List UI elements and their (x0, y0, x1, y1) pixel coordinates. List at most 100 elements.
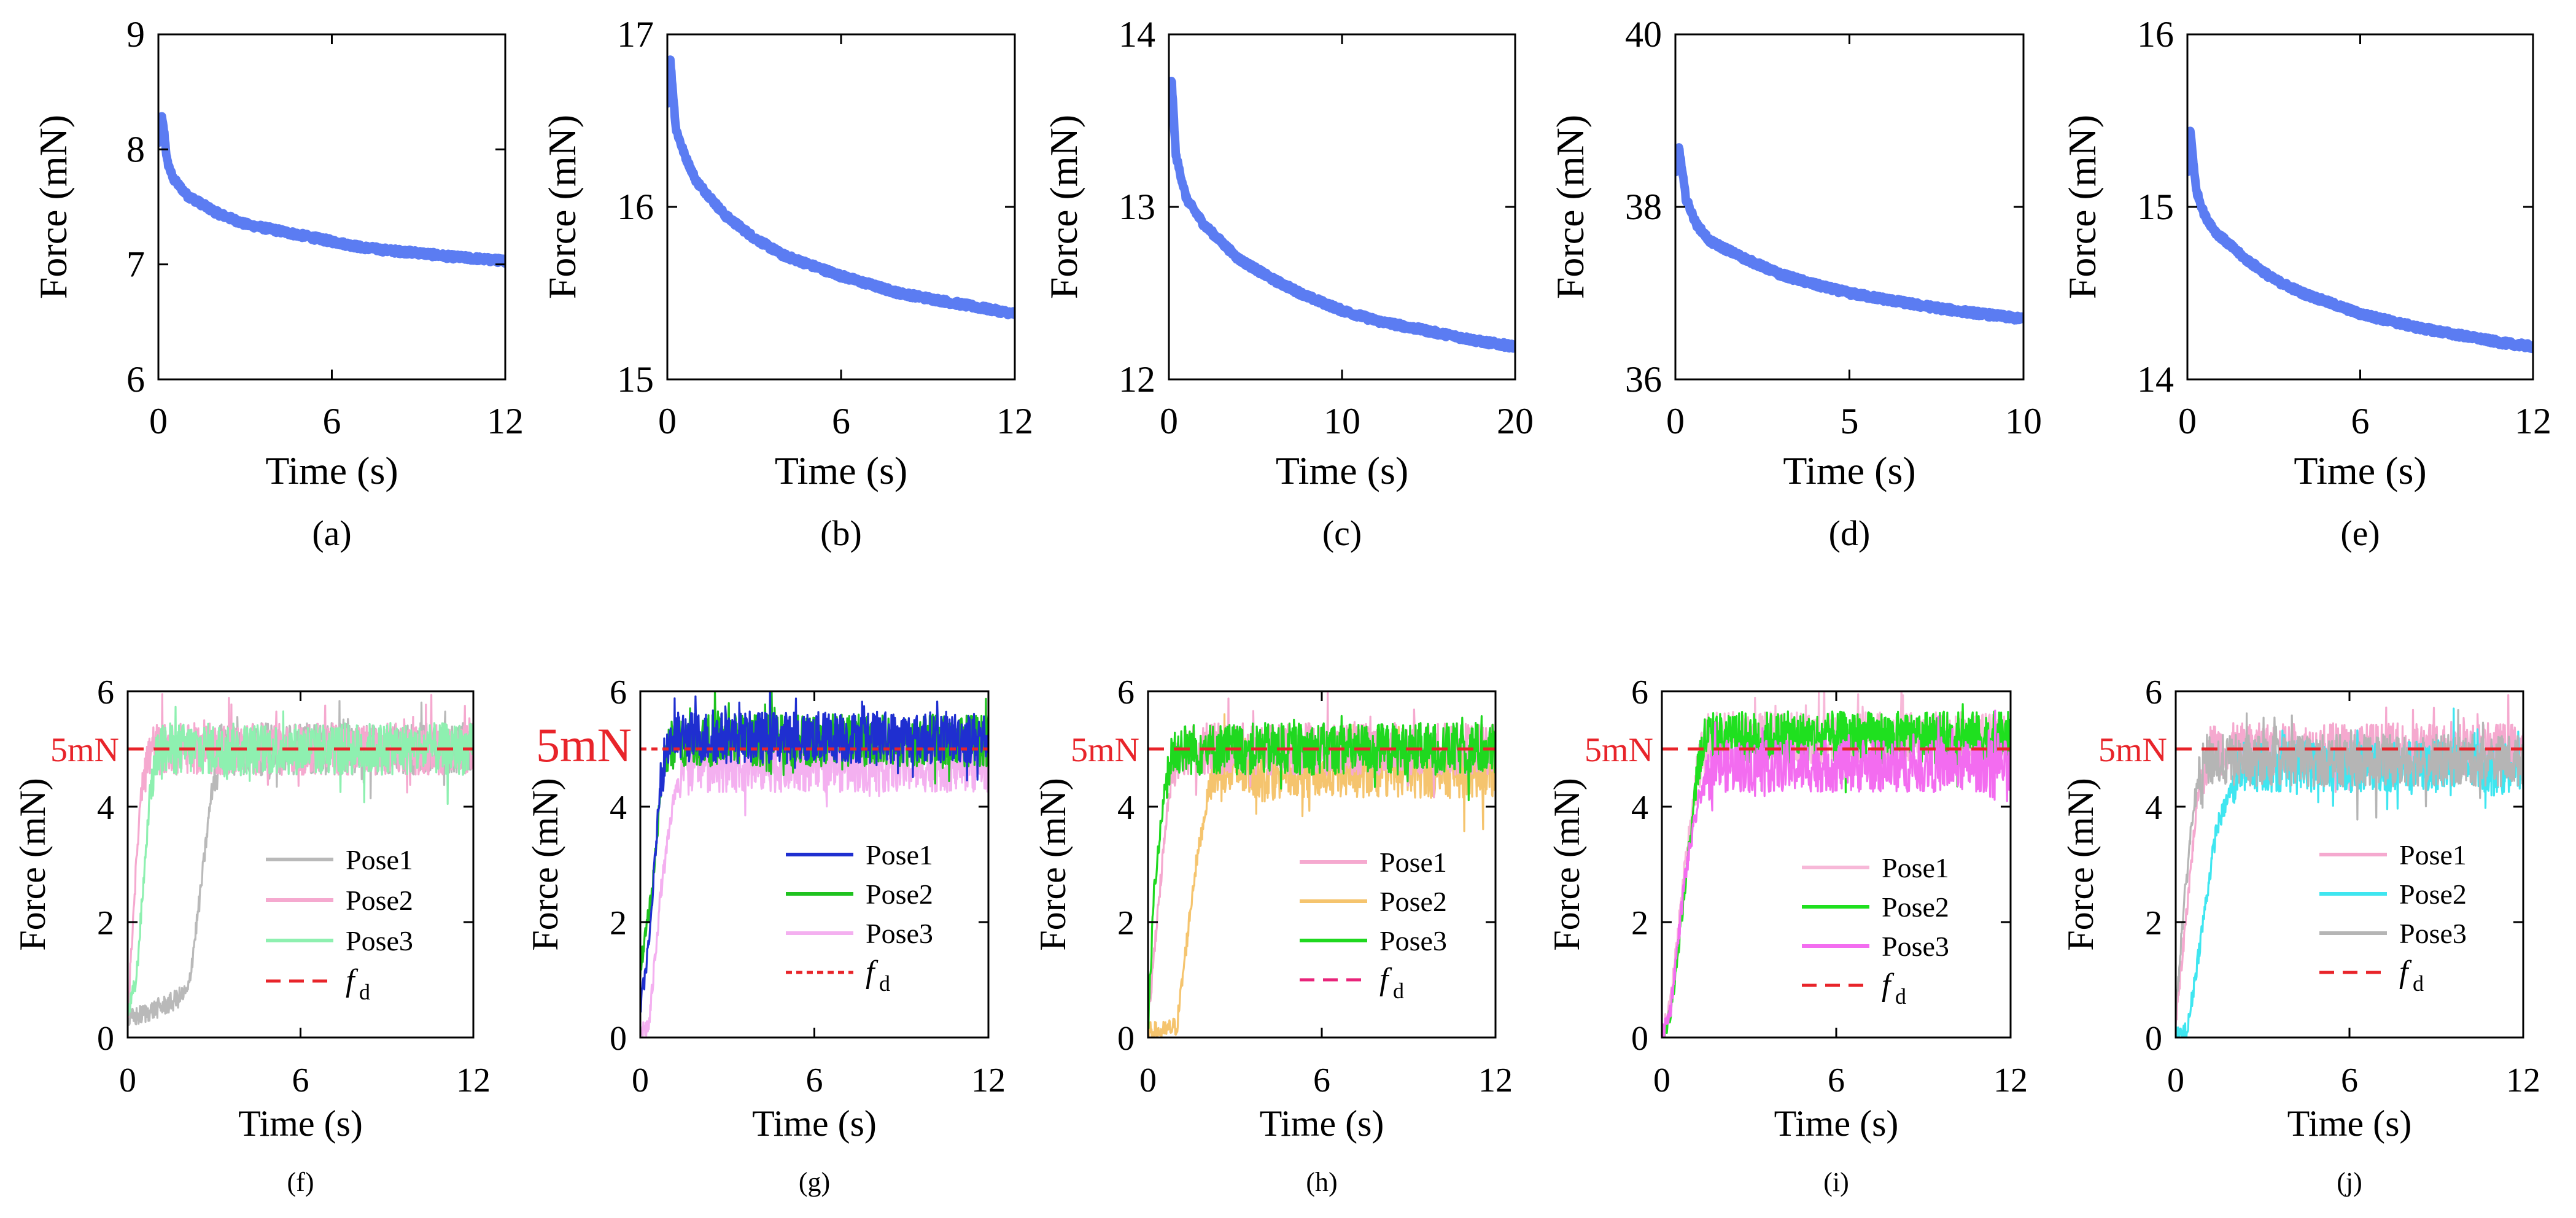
legend-label-subscript: d (1393, 979, 1404, 1003)
y-axis-label: Force (mN) (2060, 115, 2104, 299)
y-tick-label: 2 (2145, 904, 2162, 942)
series-line-force (1169, 77, 1515, 353)
x-tick-label: 6 (832, 401, 850, 441)
y-axis-label: Force (mN) (2060, 778, 2101, 951)
x-tick-label: 0 (2167, 1061, 2184, 1100)
y-tick-label: 2 (97, 904, 114, 942)
x-tick-label: 5 (1841, 401, 1859, 441)
plot-area (2187, 126, 2533, 354)
x-tick-label: 6 (292, 1061, 309, 1100)
x-tick-label: 0 (1160, 401, 1178, 441)
x-axis-label: Time (s) (1783, 449, 1915, 492)
y-tick-label: 2 (1117, 904, 1135, 942)
x-tick-label: 0 (632, 1061, 649, 1100)
x-tick-label: 6 (1828, 1061, 1845, 1100)
panel-caption: (a) (312, 513, 351, 553)
x-axis-label: Time (s) (1774, 1103, 1899, 1144)
y-tick-label: 14 (2137, 359, 2174, 400)
y-axis-label: Force (mN) (525, 778, 565, 951)
panel-b: 0 6 12 15 16 17 Time (s) Force (mN) (b) (540, 14, 1033, 553)
y-tick-label: 2 (610, 904, 627, 942)
y-tick-label: 9 (126, 14, 145, 55)
y-tick-label: 38 (1625, 187, 1662, 227)
series-line-pose3 (128, 705, 473, 1017)
legend-label: Pose1 (2399, 839, 2467, 871)
x-tick-label: 10 (1324, 401, 1360, 441)
legend-label-subscript: d (359, 980, 370, 1004)
series-line-force (1675, 143, 2023, 325)
legend-label-subscript: d (2413, 971, 2424, 996)
y-axis-label: Force (mN) (12, 778, 53, 951)
y-tick-label: 2 (1631, 904, 1648, 942)
plot-area (1675, 143, 2023, 325)
x-tick-label: 0 (1139, 1061, 1157, 1100)
legend-label: f (2399, 955, 2412, 990)
legend: Pose1 Pose2 Pose3 f d (786, 839, 933, 996)
legend-label: Pose3 (1379, 925, 1447, 956)
x-axis-label: Time (s) (2294, 449, 2426, 492)
reference-label: 5mN (536, 718, 632, 772)
legend: Pose1 Pose2 Pose3 f d (2319, 839, 2467, 996)
x-axis-label: Time (s) (238, 1103, 363, 1144)
x-axis-label: Time (s) (265, 449, 398, 492)
legend-label: Pose3 (346, 925, 413, 956)
legend-label-subscript: d (879, 971, 890, 996)
legend-label: f (866, 955, 879, 990)
legend: Pose1 Pose2 Pose3 f d (266, 844, 413, 1004)
x-tick-label: 6 (1313, 1061, 1330, 1100)
legend-label-subscript: d (1895, 984, 1906, 1009)
y-tick-label: 15 (2137, 187, 2174, 227)
panel-caption: (i) (1823, 1167, 1849, 1197)
x-tick-label: 12 (487, 401, 524, 441)
series-line-pose3 (2176, 709, 2523, 1017)
panel-caption: (d) (1829, 513, 1871, 553)
series-line-force (2187, 126, 2533, 354)
y-tick-label: 4 (2145, 789, 2162, 827)
axes-frame (2186, 33, 2534, 381)
x-tick-label: 6 (2341, 1061, 2358, 1100)
y-tick-label: 4 (97, 789, 114, 827)
y-tick-label: 0 (610, 1020, 627, 1058)
legend-label: Pose1 (346, 844, 413, 875)
legend-label: Pose3 (2399, 918, 2467, 949)
y-tick-label: 14 (1119, 14, 1155, 55)
y-axis-label: Force (mN) (31, 115, 75, 299)
x-tick-label: 0 (1666, 401, 1685, 441)
legend: Pose1 Pose2 Pose3 f d (1802, 852, 1949, 1009)
x-tick-label: 6 (2351, 401, 2370, 441)
x-tick-label: 10 (2005, 401, 2042, 441)
y-tick-label: 6 (2145, 673, 2162, 712)
reference-label: 5mN (1585, 731, 1653, 769)
x-tick-label: 12 (996, 401, 1033, 441)
legend-label: Pose3 (866, 918, 933, 949)
x-tick-label: 12 (2506, 1061, 2540, 1100)
y-axis-label: Force (mN) (540, 115, 584, 299)
y-tick-label: 6 (97, 673, 114, 712)
x-tick-label: 20 (1497, 401, 1534, 441)
y-axis-label: Force (mN) (1548, 115, 1592, 299)
y-tick-label: 7 (126, 244, 145, 285)
x-tick-label: 0 (149, 401, 168, 441)
y-tick-label: 4 (1117, 789, 1135, 827)
y-tick-label: 4 (610, 789, 627, 827)
plot-area (1662, 691, 2011, 1038)
x-axis-label: Time (s) (2287, 1103, 2412, 1144)
y-tick-label: 15 (617, 359, 654, 400)
legend-label: Pose3 (1882, 931, 1949, 962)
y-tick-label: 8 (126, 129, 145, 169)
y-axis-label: Force (mN) (1546, 778, 1587, 951)
legend-label: Pose2 (1882, 891, 1949, 923)
panel-caption: (c) (1322, 513, 1362, 553)
y-tick-label: 12 (1119, 359, 1155, 400)
legend-label: Pose1 (1882, 852, 1949, 883)
plot-area (1148, 692, 1496, 1038)
y-tick-label: 16 (2137, 14, 2174, 55)
panel-caption: (h) (1306, 1167, 1337, 1197)
reference-label: 5mN (2098, 731, 2167, 769)
x-axis-label: Time (s) (775, 449, 907, 492)
